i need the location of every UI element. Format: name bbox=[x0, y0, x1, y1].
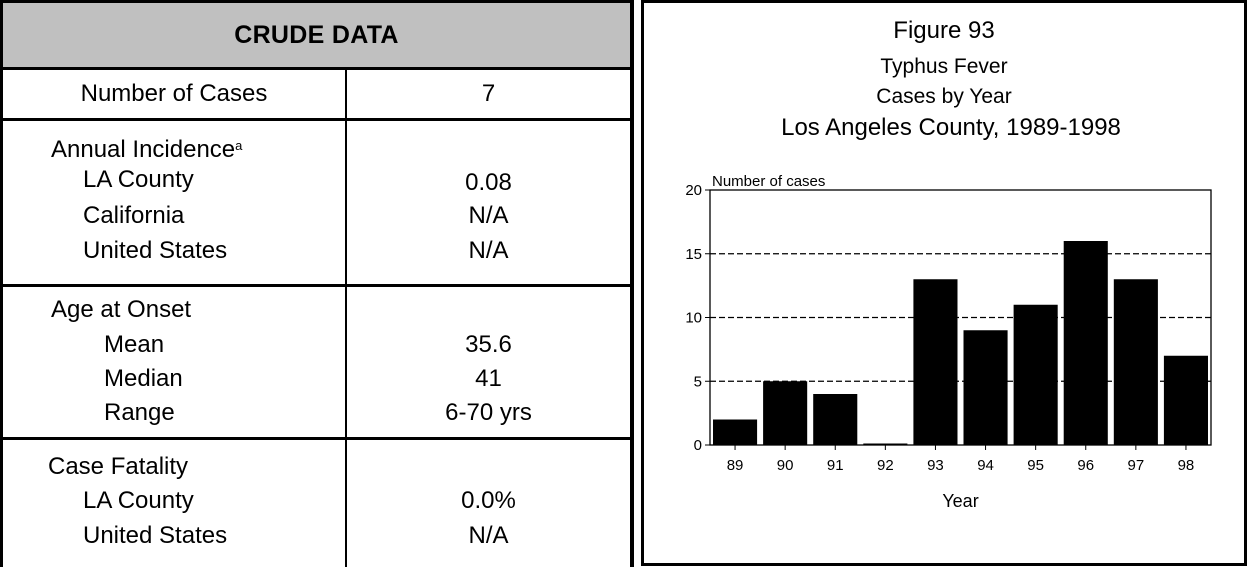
y-tick-label: 15 bbox=[685, 246, 702, 263]
bar-91 bbox=[813, 394, 858, 445]
x-axis-label: Year bbox=[942, 491, 978, 511]
y-axis-label: Number of cases bbox=[712, 173, 825, 190]
bar-92 bbox=[863, 443, 908, 445]
chart-title-line-2: Cases by Year bbox=[876, 85, 1012, 108]
chart-title-line-3: Los Angeles County, 1989-1998 bbox=[781, 114, 1121, 141]
crude-data-table: CRUDE DATA Number of Cases 7 Annual Inci… bbox=[0, 0, 634, 567]
fatality-title: Case Fatality bbox=[48, 453, 189, 480]
incidence-la-label: LA County bbox=[83, 166, 194, 193]
age-median-label: Median bbox=[104, 365, 183, 392]
incidence-ca-value: N/A bbox=[468, 202, 509, 229]
table-header: CRUDE DATA bbox=[234, 21, 399, 49]
bar-95 bbox=[1013, 304, 1058, 445]
x-tick-label: 94 bbox=[977, 457, 994, 474]
x-tick-label: 93 bbox=[927, 457, 944, 474]
bar-96 bbox=[1063, 241, 1108, 445]
age-range-value: 6-70 yrs bbox=[445, 399, 532, 426]
age-mean-value: 35.6 bbox=[465, 331, 512, 358]
y-tick-label: 20 bbox=[685, 182, 702, 199]
bar-90 bbox=[763, 381, 808, 445]
x-tick-label: 89 bbox=[727, 457, 744, 474]
table-header-band bbox=[3, 3, 630, 68]
incidence-title: Annual Incidencea bbox=[51, 136, 243, 163]
cases-value: 7 bbox=[481, 80, 496, 107]
figure-panel: Figure 93 Typhus Fever Cases by Year Los… bbox=[641, 0, 1247, 566]
chart-title-line-1: Typhus Fever bbox=[880, 55, 1008, 78]
fatality-us-label: United States bbox=[83, 522, 228, 549]
fatality-la-label: LA County bbox=[83, 487, 194, 514]
y-tick-label: 5 bbox=[694, 373, 702, 390]
y-tick-label: 10 bbox=[685, 310, 702, 327]
incidence-la-value: 0.08 bbox=[465, 169, 512, 196]
x-tick-label: 92 bbox=[877, 457, 894, 474]
bar-98 bbox=[1163, 355, 1208, 445]
bar-97 bbox=[1113, 279, 1158, 445]
y-tick-label: 0 bbox=[694, 437, 702, 454]
x-tick-label: 98 bbox=[1178, 457, 1195, 474]
x-tick-label: 90 bbox=[777, 457, 794, 474]
incidence-us-value: N/A bbox=[468, 237, 509, 264]
bar-93 bbox=[913, 279, 958, 445]
cases-label: Number of Cases bbox=[80, 80, 268, 107]
age-median-value: 41 bbox=[475, 365, 502, 392]
bar-94 bbox=[963, 330, 1008, 445]
incidence-ca-label: California bbox=[83, 202, 185, 229]
bar-chart: 89 90 91 92 93 94 95 96 97 98 0 5 10 15 20 Number of ca… bbox=[685, 173, 1212, 511]
x-tick-label: 97 bbox=[1128, 457, 1145, 474]
age-range-label: Range bbox=[104, 399, 175, 426]
incidence-footnote-mark: a bbox=[235, 138, 243, 153]
fatality-la-value: 0.0% bbox=[461, 487, 516, 514]
fatality-us-value: N/A bbox=[468, 522, 509, 549]
x-tick-label: 96 bbox=[1077, 457, 1094, 474]
x-tick-label: 95 bbox=[1027, 457, 1044, 474]
x-tick-label: 91 bbox=[827, 457, 844, 474]
age-title: Age at Onset bbox=[51, 296, 192, 323]
incidence-us-label: United States bbox=[83, 237, 228, 264]
figure-label: Figure 93 bbox=[893, 17, 995, 44]
age-mean-label: Mean bbox=[104, 331, 165, 358]
bar-89 bbox=[713, 419, 758, 445]
